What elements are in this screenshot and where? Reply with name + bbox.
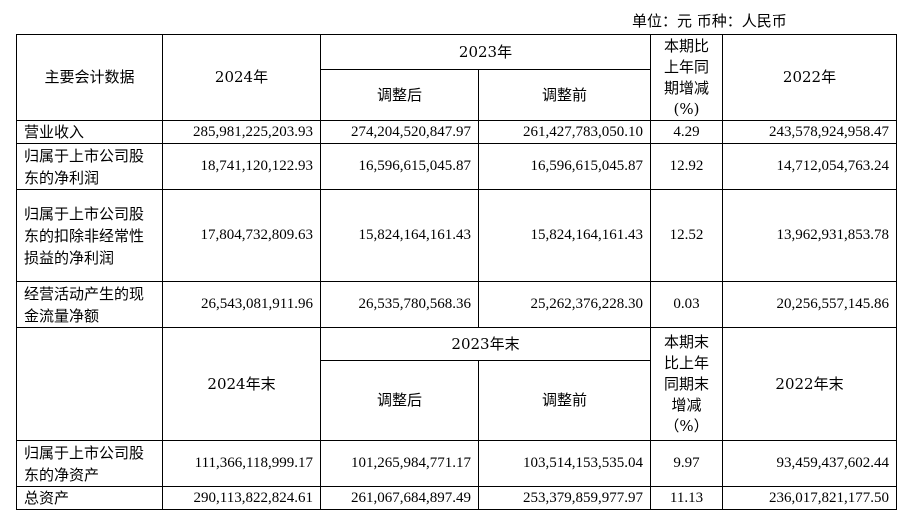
row-label: 归属于上市公司股东的扣除非经常性损益的净利润	[16, 189, 163, 282]
row-label: 归属于上市公司股东的净利润	[16, 143, 163, 190]
header-2024-end: 2024年末	[162, 327, 321, 441]
row-label: 营业收入	[16, 120, 163, 144]
value-2023-adjusted: 274,204,520,847.97	[320, 120, 479, 144]
value-2023-end-adjusted: 261,067,684,897.49	[320, 486, 479, 510]
row-label: 经营活动产生的现金流量净额	[16, 281, 163, 328]
row-label: 归属于上市公司股东的净资产	[16, 440, 163, 487]
value-2024-end: 290,113,822,824.61	[162, 486, 321, 510]
value-2023-end-before: 103,514,153,535.04	[478, 440, 651, 487]
table-row: 经营活动产生的现金流量净额 26,543,081,911.96 26,535,7…	[16, 281, 897, 328]
header-change-pct: 本期比上年同期增减(%)	[650, 34, 723, 121]
value-end-change-pct: 9.97	[650, 440, 723, 487]
header-2024: 2024年	[162, 34, 321, 121]
value-change-pct: 0.03	[650, 281, 723, 328]
table-row: 归属于上市公司股东的净利润 18,741,120,122.93 16,596,6…	[16, 143, 897, 190]
value-change-pct: 4.29	[650, 120, 723, 144]
value-2022: 14,712,054,763.24	[722, 143, 897, 190]
value-2022-end: 236,017,821,177.50	[722, 486, 897, 510]
table-row: 营业收入 285,981,225,203.93 274,204,520,847.…	[16, 120, 897, 144]
header-adjusted: 调整后	[320, 69, 479, 121]
value-2022: 13,962,931,853.78	[722, 189, 897, 282]
table-row: 归属于上市公司股东的扣除非经常性损益的净利润 17,804,732,809.63…	[16, 189, 897, 282]
value-2023-before: 15,824,164,161.43	[478, 189, 651, 282]
value-2023-end-adjusted: 101,265,984,771.17	[320, 440, 479, 487]
row-label: 总资产	[16, 486, 163, 510]
header-2022-end: 2022年末	[722, 327, 897, 441]
value-2024: 26,543,081,911.96	[162, 281, 321, 328]
header-2022: 2022年	[722, 34, 897, 121]
value-2024-end: 111,366,118,999.17	[162, 440, 321, 487]
value-2024: 18,741,120,122.93	[162, 143, 321, 190]
value-2023-before: 16,596,615,045.87	[478, 143, 651, 190]
key-accounting-data-table: 主要会计数据 2024年 2023年 本期比上年同期增减(%) 2022年 调整…	[16, 34, 897, 510]
value-2023-before: 25,262,376,228.30	[478, 281, 651, 328]
header-end-change-pct: 本期末比上年同期末增减（%）	[650, 327, 723, 441]
value-2023-adjusted: 26,535,780,568.36	[320, 281, 479, 328]
value-2023-adjusted: 16,596,615,045.87	[320, 143, 479, 190]
table-row: 总资产 290,113,822,824.61 261,067,684,897.4…	[16, 486, 897, 510]
header-2023: 2023年	[320, 34, 651, 70]
unit-currency-note: 单位：元 币种：人民币	[632, 12, 787, 30]
value-2022: 20,256,557,145.86	[722, 281, 897, 328]
header-2023-end: 2023年末	[320, 327, 651, 361]
value-2023-adjusted: 15,824,164,161.43	[320, 189, 479, 282]
value-2024: 17,804,732,809.63	[162, 189, 321, 282]
value-2023-before: 261,427,783,050.10	[478, 120, 651, 144]
header-blank	[16, 327, 163, 441]
value-change-pct: 12.92	[650, 143, 723, 190]
header-before-adjustment: 调整前	[478, 360, 651, 441]
value-2022: 243,578,924,958.47	[722, 120, 897, 144]
value-2022-end: 93,459,437,602.44	[722, 440, 897, 487]
header-adjusted: 调整后	[320, 360, 479, 441]
value-end-change-pct: 11.13	[650, 486, 723, 510]
value-2023-end-before: 253,379,859,977.97	[478, 486, 651, 510]
header-main-data: 主要会计数据	[16, 34, 163, 121]
table-row: 归属于上市公司股东的净资产 111,366,118,999.17 101,265…	[16, 440, 897, 487]
value-change-pct: 12.52	[650, 189, 723, 282]
value-2024: 285,981,225,203.93	[162, 120, 321, 144]
header-before-adjustment: 调整前	[478, 69, 651, 121]
